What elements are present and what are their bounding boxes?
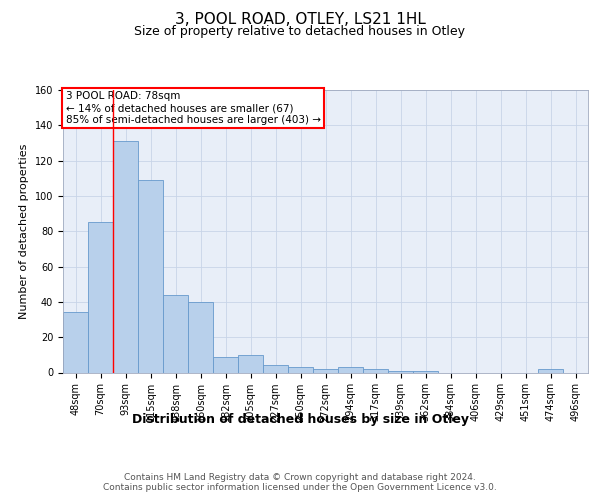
Bar bbox=[63, 312, 88, 372]
Bar bbox=[163, 295, 188, 372]
Bar bbox=[338, 367, 363, 372]
Text: Size of property relative to detached houses in Otley: Size of property relative to detached ho… bbox=[134, 25, 466, 38]
Bar bbox=[363, 369, 388, 372]
Bar bbox=[213, 356, 238, 372]
Bar bbox=[138, 180, 163, 372]
Bar bbox=[313, 369, 338, 372]
Bar bbox=[413, 370, 438, 372]
Bar bbox=[288, 367, 313, 372]
Text: 3 POOL ROAD: 78sqm
← 14% of detached houses are smaller (67)
85% of semi-detache: 3 POOL ROAD: 78sqm ← 14% of detached hou… bbox=[65, 92, 320, 124]
Bar bbox=[538, 369, 563, 372]
Bar bbox=[263, 366, 288, 372]
Bar bbox=[188, 302, 213, 372]
Bar bbox=[388, 370, 413, 372]
Bar bbox=[88, 222, 113, 372]
Bar bbox=[113, 141, 138, 372]
Text: Distribution of detached houses by size in Otley: Distribution of detached houses by size … bbox=[131, 412, 469, 426]
Text: Contains HM Land Registry data © Crown copyright and database right 2024.
Contai: Contains HM Land Registry data © Crown c… bbox=[103, 472, 497, 492]
Y-axis label: Number of detached properties: Number of detached properties bbox=[19, 144, 29, 319]
Bar bbox=[238, 355, 263, 372]
Text: 3, POOL ROAD, OTLEY, LS21 1HL: 3, POOL ROAD, OTLEY, LS21 1HL bbox=[175, 12, 425, 28]
